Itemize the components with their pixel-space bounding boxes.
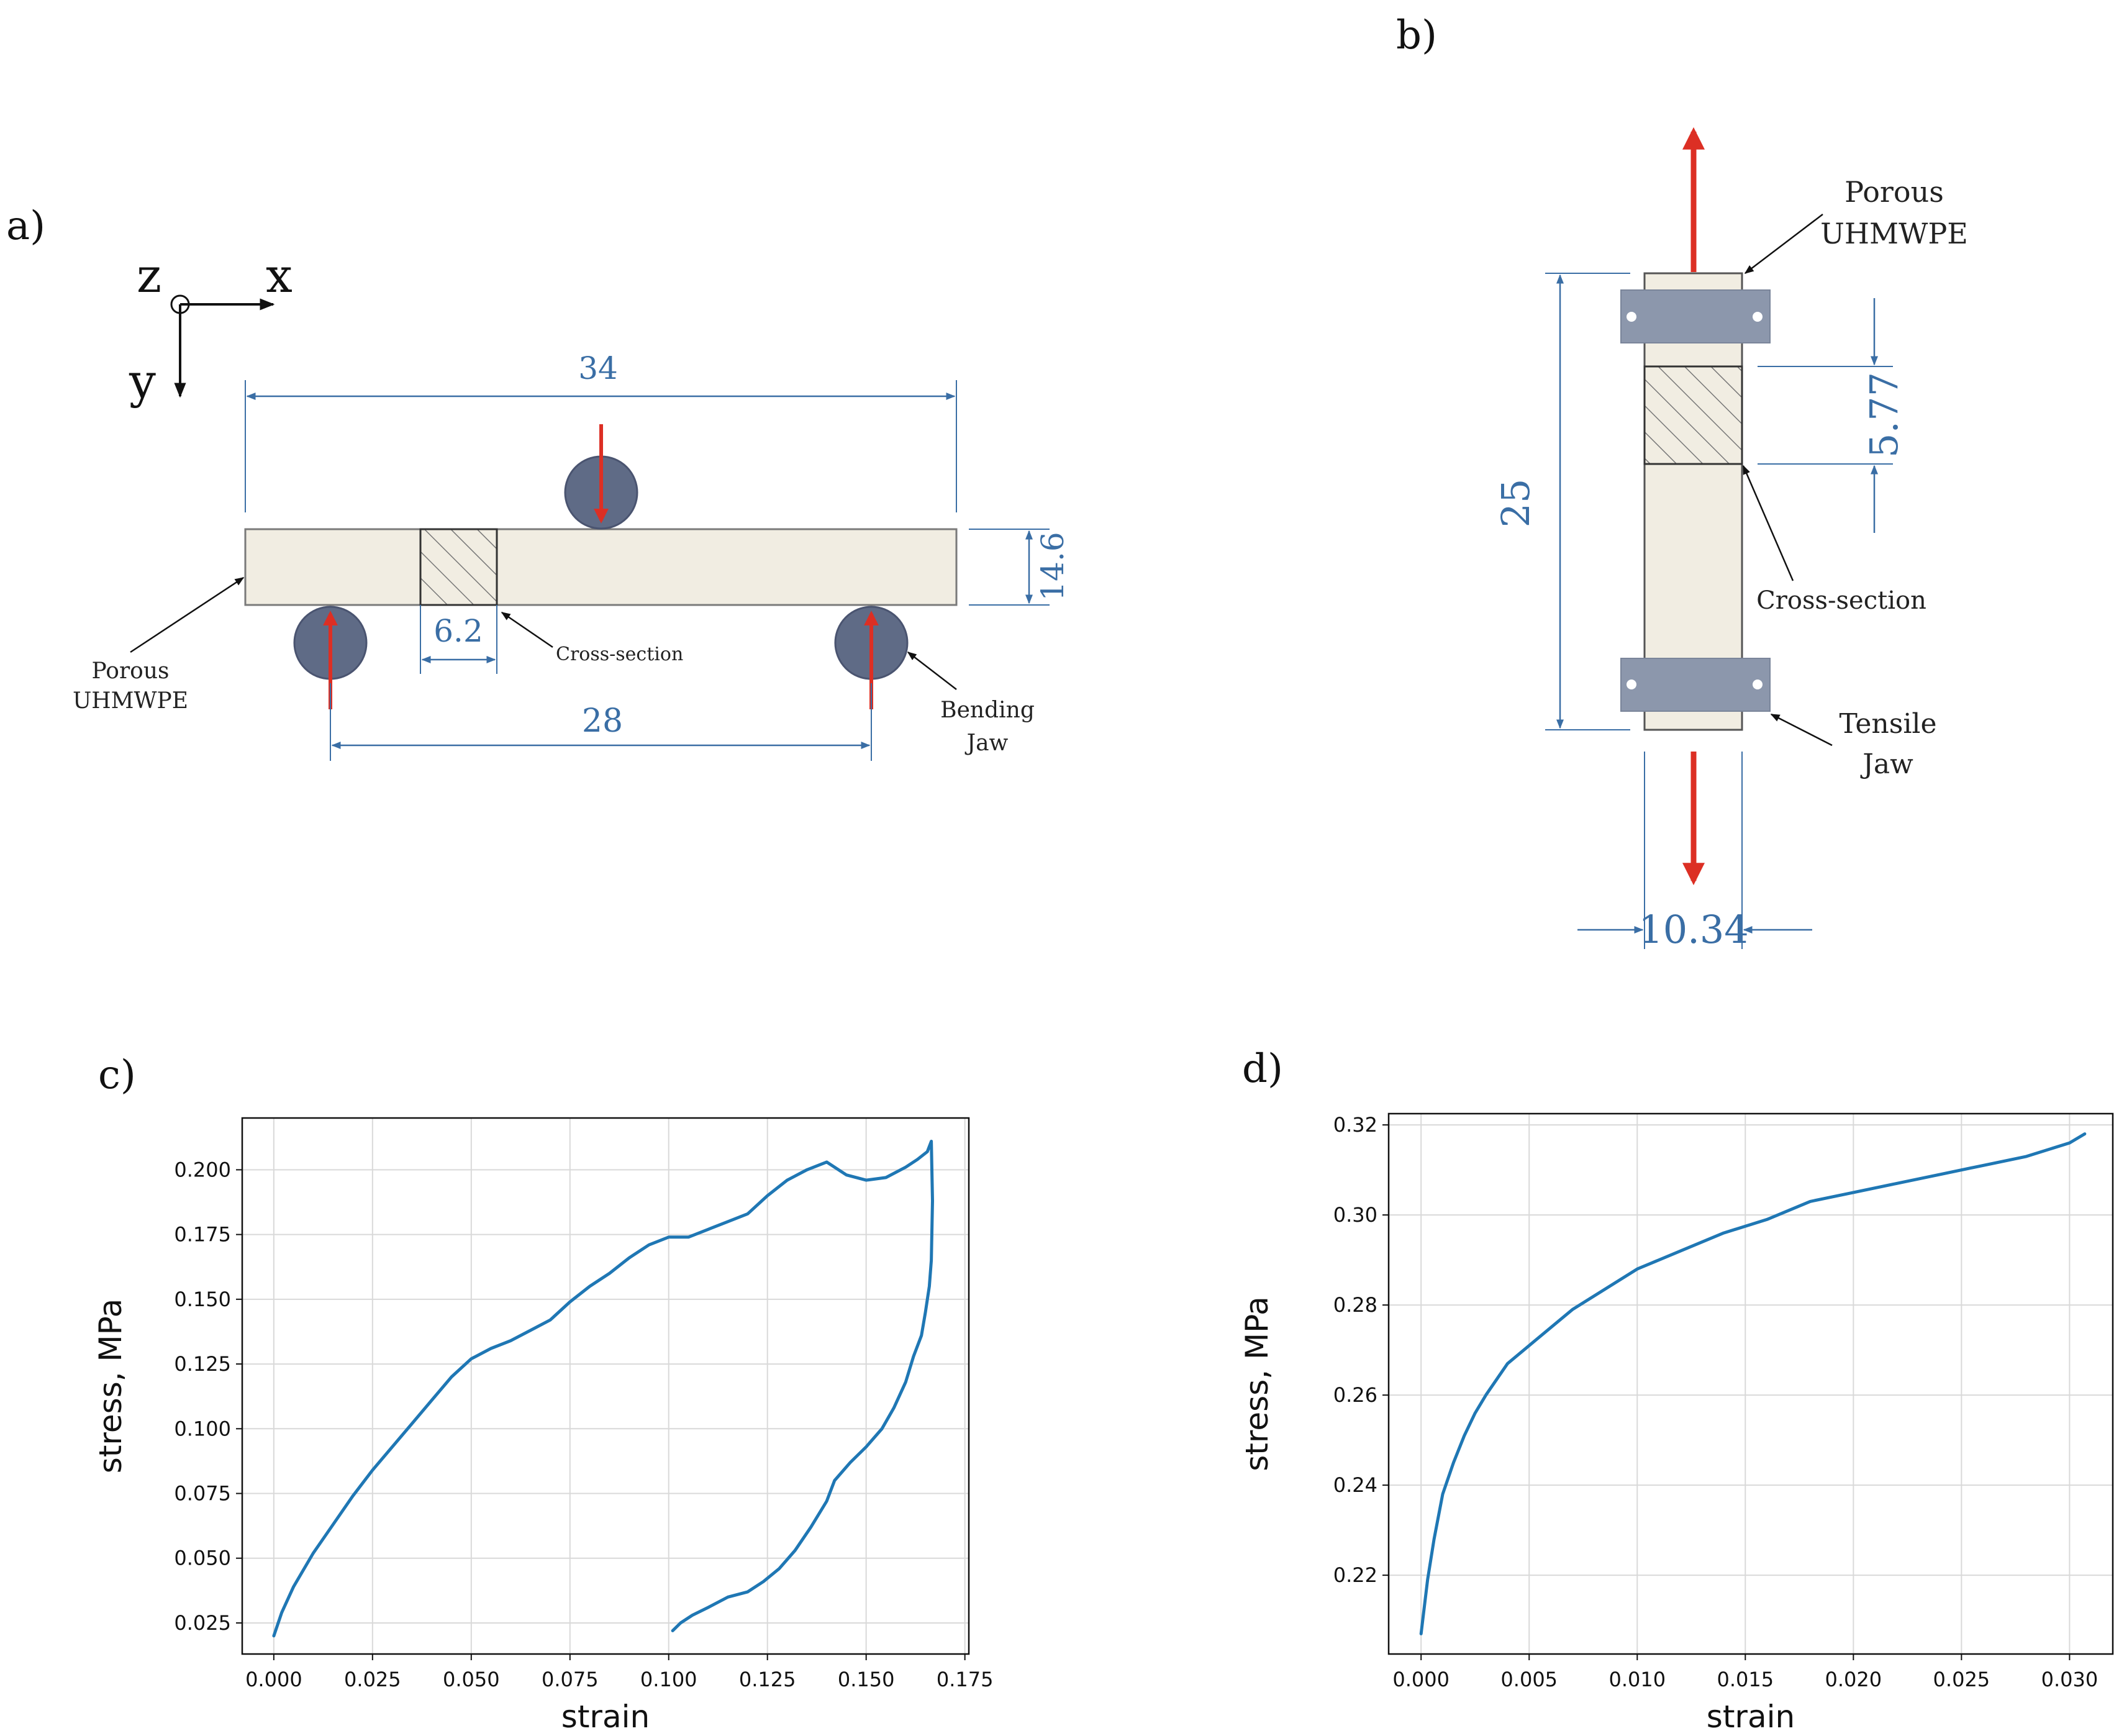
jaw-hole-icon — [1627, 679, 1636, 689]
x-tick-label: 0.050 — [443, 1668, 500, 1691]
panel-a-label: a) — [6, 203, 45, 249]
callout-uhmwpe-b: UHMWPE — [1820, 217, 1968, 250]
series-line — [272, 1140, 934, 1638]
callout-jaw-b: Jaw — [1860, 748, 1913, 780]
x-tick-label: 0.175 — [937, 1668, 994, 1691]
x-tick-label: 0.030 — [2041, 1668, 2099, 1691]
callout-cross-section-a: Cross-section — [556, 643, 683, 665]
y-tick-label: 0.100 — [174, 1417, 231, 1440]
bending-cross-section — [419, 528, 498, 606]
callout-bending: Bending — [940, 698, 1035, 723]
dimension-length-34: 34 — [245, 350, 957, 512]
panel-d-label: d) — [1242, 1046, 1283, 1092]
jaw-hole-icon — [1627, 312, 1636, 322]
dim-label-34: 34 — [578, 350, 618, 386]
x-tick-label: 0.100 — [640, 1668, 697, 1691]
x-tick-label: 0.000 — [245, 1668, 302, 1691]
callout-porous-a: Porous — [92, 658, 170, 684]
x-tick-label: 0.005 — [1500, 1668, 1558, 1691]
panel-a: a) z x y 34 — [6, 203, 1071, 761]
x-tick-label: 0.015 — [1717, 1668, 1774, 1691]
panel-d: d) 0.000 0.005 0.010 0.015 0.020 0.025 0.0300.… — [1239, 1046, 2114, 1735]
specimen-callout-line-b — [1744, 214, 1823, 274]
y-tick-label: 0.28 — [1333, 1293, 1377, 1317]
dim-label-5-77: 5.77 — [1861, 372, 1907, 458]
x-axis-label: strain — [561, 1699, 650, 1735]
panel-b: b) 25 5.77 — [1396, 12, 1968, 952]
y-tick-label: 0.050 — [174, 1547, 231, 1570]
panel-b-label: b) — [1396, 12, 1437, 58]
y-tick-label: 0.32 — [1333, 1113, 1377, 1137]
plot-frame — [1387, 1112, 2114, 1655]
y-tick-label: 0.175 — [174, 1223, 231, 1247]
x-tick-label: 0.075 — [542, 1668, 599, 1691]
x-tick-label: 0.025 — [1933, 1668, 1990, 1691]
plot-frame — [241, 1117, 970, 1655]
dim-label-14-6: 14.6 — [1035, 532, 1071, 601]
y-tick-label: 0.125 — [174, 1352, 231, 1376]
y-tick-label: 0.24 — [1333, 1473, 1377, 1497]
chart-d-plot: 0.000 0.005 0.010 0.015 0.020 0.025 0.030 0.22 0… — [1239, 1112, 2114, 1735]
tensile-jaw-callout-line — [1770, 713, 1833, 747]
jaw-hole-icon — [1753, 679, 1763, 689]
x-tick-label: 0.000 — [1392, 1668, 1450, 1691]
y-axis-label: stress, MPa — [1239, 1296, 1275, 1471]
x-tick-label: 0.125 — [739, 1668, 796, 1691]
y-tick-label: 0.150 — [174, 1288, 231, 1311]
cross-section-callout-line-b — [1742, 465, 1794, 581]
panel-c: c) 0.000 0.025 0.050 0.075 0.100 0.125 0.150 0.… — [93, 1052, 993, 1735]
y-axis-label: stress, MPa — [93, 1299, 129, 1473]
callout-jaw-a: Jaw — [964, 730, 1009, 756]
dim-label-28: 28 — [582, 702, 623, 740]
dimension-cross-6-2: 6.2 — [420, 605, 497, 674]
panel-c-label: c) — [98, 1052, 136, 1098]
dim-label-6-2: 6.2 — [433, 613, 483, 649]
x-tick-label: 0.025 — [344, 1668, 401, 1691]
x-tick-label: 0.150 — [838, 1668, 895, 1691]
tensile-cross-section — [1643, 365, 1743, 465]
dimension-cross-5-77: 5.77 — [1758, 298, 1907, 533]
x-tick-label: 0.010 — [1609, 1668, 1666, 1691]
y-tick-label: 0.26 — [1333, 1383, 1377, 1407]
coordinate-axes: z x y — [129, 248, 293, 409]
x-axis-label: strain — [1707, 1699, 1795, 1735]
callout-uhmwpe-a: UHMWPE — [73, 688, 188, 714]
bending-jaw-callout-line — [907, 652, 957, 690]
y-tick-label: 0.200 — [174, 1158, 231, 1181]
x-tick-label: 0.020 — [1825, 1668, 1882, 1691]
dimension-span-28: 28 — [330, 683, 872, 761]
cross-section-callout-line — [501, 611, 553, 648]
jaw-hole-icon — [1753, 312, 1763, 322]
axis-label-z: z — [137, 248, 161, 303]
tensile-specimen — [1643, 272, 1743, 731]
lower-tensile-jaw — [1620, 658, 1771, 712]
callout-tensile: Tensile — [1839, 708, 1936, 740]
axis-label-y: y — [129, 353, 156, 409]
y-tick-label: 0.22 — [1333, 1563, 1377, 1587]
bending-specimen — [244, 528, 958, 606]
callout-cross-section-b: Cross-section — [1756, 586, 1926, 615]
dimension-height-14-6: 14.6 — [969, 529, 1071, 606]
dim-label-10-34: 10.34 — [1638, 907, 1749, 952]
y-tick-label: 0.025 — [174, 1611, 231, 1635]
specimen-callout-line — [130, 576, 245, 653]
callout-porous-b: Porous — [1844, 175, 1944, 209]
series-line — [1419, 1132, 2087, 1635]
dimension-width-10-34: 10.34 — [1577, 752, 1812, 952]
y-tick-label: 0.075 — [174, 1482, 231, 1506]
dim-label-25: 25 — [1493, 479, 1538, 528]
dimension-length-25: 25 — [1493, 273, 1630, 730]
axis-label-x: x — [266, 248, 293, 303]
upper-tensile-jaw — [1620, 289, 1771, 343]
chart-c-plot: 0.000 0.025 0.050 0.075 0.100 0.125 0.150 0.175… — [93, 1117, 994, 1735]
y-tick-label: 0.30 — [1333, 1203, 1377, 1227]
